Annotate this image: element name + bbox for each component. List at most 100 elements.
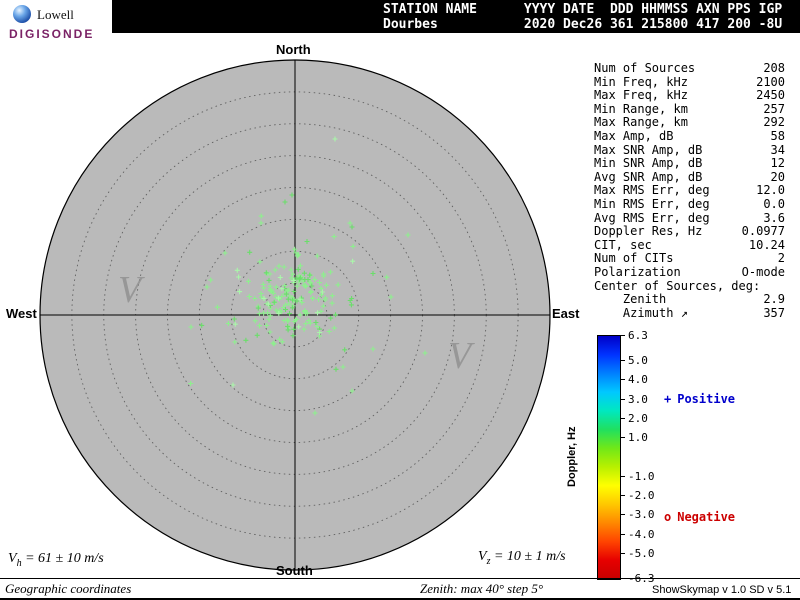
stat-row: Min SNR Amp, dB 12	[594, 157, 785, 171]
stat-row: Avg RMS Err, deg 3.6	[594, 210, 785, 226]
stat-label: Avg SNR Amp, dB	[594, 169, 703, 184]
colorbar-tick	[621, 475, 625, 477]
logo-lowell-text: Lowell	[37, 7, 74, 22]
vh-symbol: V	[8, 551, 17, 566]
stat-label: Max Amp, dB	[594, 128, 674, 143]
stat-row: Center of Sources, deg:	[594, 278, 785, 294]
positive-label: Positive	[677, 392, 736, 406]
stat-row: Min Range, km 257	[594, 101, 785, 117]
colorbar-tick	[621, 437, 625, 439]
stat-label: Num of Sources	[594, 61, 696, 75]
stat-label: Zenith	[594, 292, 667, 307]
colorbar-tick-label: -4.0	[628, 527, 655, 541]
coordinates-label: Geographic coordinates	[5, 581, 132, 596]
vz-symbol: V	[478, 549, 487, 564]
stat-row: Num of Sources 208	[594, 61, 785, 76]
stat-value: 0.0977	[741, 224, 785, 239]
colorbar-tick	[621, 360, 625, 362]
colorbar-tick	[621, 335, 625, 336]
vh-value: = 61 ± 10 m/s	[21, 551, 104, 566]
stat-label: Max Range, km	[594, 115, 688, 130]
stat-label: Max SNR Amp, dB	[594, 142, 703, 157]
stat-row: Min RMS Err, deg 0.0	[594, 196, 785, 212]
stat-row: CIT, sec 10.24	[594, 238, 785, 253]
colorbar-tick-label: -2.0	[628, 489, 655, 503]
stat-row: Zenith 2.9	[594, 292, 785, 307]
stat-row: Polarization O-mode	[594, 264, 785, 280]
stat-label: Min RMS Err, deg	[594, 196, 710, 211]
header-station-values: Dourbes 2020 Dec26 361 215800 417 200 -8…	[383, 17, 783, 32]
watermark-v: V	[118, 269, 145, 311]
version-label: ShowSkymap v 1.0 SD v 5.1	[652, 584, 792, 596]
colorbar-tick-label: 3.0	[628, 392, 648, 406]
stat-row: Max RMS Err, deg 12.0	[594, 184, 785, 198]
vertical-velocity-label: Vz = 10 ± 1 m/s	[478, 549, 566, 567]
stat-row: Max Range, km 292	[594, 116, 785, 130]
stat-row: Avg SNR Amp, dB 20	[594, 169, 785, 185]
stat-value: 2450	[756, 88, 785, 103]
colorbar-tick-label: 4.0	[628, 373, 648, 387]
stat-label: Polarization	[594, 264, 681, 279]
positive-legend: + Positive	[664, 392, 735, 406]
colorbar-axis-title: Doppler, Hz	[566, 426, 578, 487]
south-label: South	[276, 563, 313, 578]
stat-label: Num of CITs	[594, 251, 674, 266]
circle-marker-icon: o	[664, 510, 672, 524]
stat-row: Num of CITs 2	[594, 252, 785, 266]
zenith-range-label: Zenith: max 40° step 5°	[420, 581, 544, 596]
colorbar-tick	[621, 514, 625, 516]
stats-panel: Num of Sources 208 Min Freq, kHz 2100 Max Fr…	[594, 61, 785, 320]
stat-value: 257	[763, 101, 785, 116]
stat-label: Max Freq, kHz	[594, 88, 688, 103]
stat-value: 0.0	[763, 196, 785, 211]
stat-value: 20	[770, 169, 785, 184]
vz-value: = 10 ± 1 m/s	[490, 549, 566, 564]
stat-value: 58	[770, 128, 785, 143]
stat-row: Min Freq, kHz 2100	[594, 74, 785, 90]
stat-label: Avg RMS Err, deg	[594, 210, 710, 225]
stat-row: Max Amp, dB 58	[594, 128, 785, 144]
stat-value: O-mode	[741, 264, 785, 279]
stat-label: Min Range, km	[594, 101, 688, 116]
colorbar-tick-label: 6.3	[628, 329, 648, 342]
station-header-bar: STATION NAME YYYY DATE DDD HHMMSS AXN PP…	[0, 0, 800, 33]
digisonde-logo: Lowell DIGISONDE	[0, 0, 112, 46]
east-label: East	[552, 306, 580, 321]
header-column-titles: STATION NAME YYYY DATE DDD HHMMSS AXN PP…	[383, 2, 783, 17]
colorbar-tick-label: -1.0	[628, 469, 655, 483]
colorbar-tick	[621, 495, 625, 497]
plus-marker-icon: +	[664, 392, 672, 406]
stat-value: 12.0	[756, 183, 785, 198]
digisonde-globe-icon	[13, 5, 31, 23]
colorbar-ticks: 6.3 5.0 4.0 3.0 2.0 1.0 -1.0 -2.0 -3.0 -4.0 -5.0 -6…	[621, 329, 663, 585]
stat-label: Doppler Res, Hz	[594, 224, 703, 239]
stat-value: 2.9	[763, 292, 785, 307]
west-label: West	[6, 306, 37, 321]
footer-divider	[0, 578, 800, 579]
colorbar-tick	[621, 552, 625, 554]
stat-row: Max Freq, kHz 2450	[594, 89, 785, 103]
logo-digisonde-text: DIGISONDE	[9, 27, 95, 41]
stat-value: 208	[763, 61, 785, 75]
colorbar-tick-label: -5.0	[628, 546, 655, 560]
colorbar-gradient	[597, 335, 621, 580]
north-label: North	[276, 42, 311, 57]
stat-label: Min SNR Amp, dB	[594, 156, 703, 171]
horizontal-velocity-label: Vh = 61 ± 10 m/s	[8, 551, 104, 569]
stat-label: Azimuth ↗	[594, 305, 688, 320]
colorbar-tick-label: 5.0	[628, 354, 648, 368]
stat-value: 292	[763, 115, 785, 130]
source-points	[230, 136, 356, 388]
colorbar-tick	[621, 398, 625, 400]
stat-value: 2	[777, 251, 785, 266]
negative-label: Negative	[677, 510, 736, 524]
stat-label: Center of Sources, deg:	[594, 278, 761, 293]
window-bottom-edge	[0, 598, 800, 600]
colorbar-tick-label: 2.0	[628, 411, 648, 425]
source-points	[188, 213, 428, 416]
stat-value: 2100	[756, 74, 785, 89]
colorbar-tick	[621, 417, 625, 419]
stat-row: Doppler Res, Hz 0.0977	[594, 225, 785, 239]
colorbar-tick	[621, 379, 625, 381]
